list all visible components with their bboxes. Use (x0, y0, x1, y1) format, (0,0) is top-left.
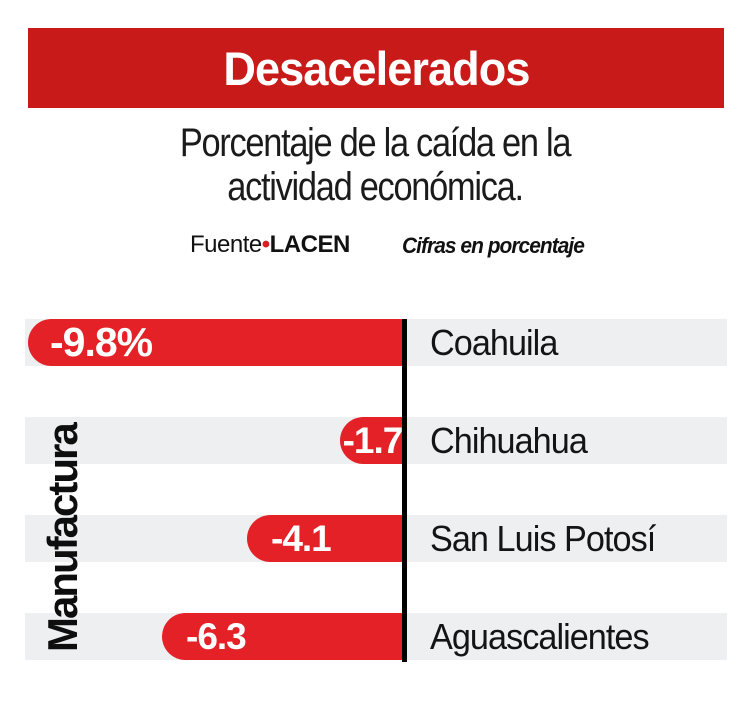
axis-baseline (402, 319, 407, 662)
source-name: LACEN (269, 231, 351, 258)
group-label-manufactura: Manufactura (39, 424, 86, 652)
category-label-aguascalientes: Aguascalientes (430, 615, 650, 657)
category-label-chihuahua: Chihuahua (430, 419, 588, 461)
title-banner: Desacelerados (28, 28, 724, 108)
chart-row-san-luis-potosi: -4.1 San Luis Potosí (0, 515, 750, 562)
source-label: Fuente•LACEN (190, 231, 350, 259)
bar-san-luis-potosi: -4.1 (247, 515, 405, 562)
bar-value-label: -6.3 (186, 615, 247, 657)
bullet-icon: • (261, 231, 270, 258)
category-label-coahuila: Coahuila (430, 321, 558, 363)
subtitle-line-2: actividad económica. (227, 165, 524, 209)
units-note: Cifras en porcentaje (402, 233, 585, 258)
chart-row-aguascalientes: -6.3 Aguascalientes (0, 613, 750, 660)
page-title: Desacelerados (222, 41, 530, 95)
chart-row-chihuahua: -1.7 Chihuahua (0, 417, 750, 464)
chart-row-coahuila: -9.8% Coahuila (0, 319, 750, 366)
bar-coahuila: -9.8% (28, 319, 405, 366)
bar-value-label: -1.7 (342, 419, 404, 461)
bar-aguascalientes: -6.3 (162, 613, 405, 660)
subtitle-line-1: Porcentaje de la caída en la (179, 121, 572, 165)
source-word: Fuente (190, 231, 262, 258)
bar-value-label: -9.8% (50, 319, 153, 365)
bar-value-label: -4.1 (271, 517, 332, 559)
source-row: Fuente•LACEN Cifras en porcentaje (0, 231, 750, 259)
category-label-san-luis-potosi: San Luis Potosí (430, 517, 656, 559)
chart-subtitle: Porcentaje de la caída en la actividad e… (53, 121, 698, 209)
bar-chihuahua: -1.7 (340, 417, 405, 464)
